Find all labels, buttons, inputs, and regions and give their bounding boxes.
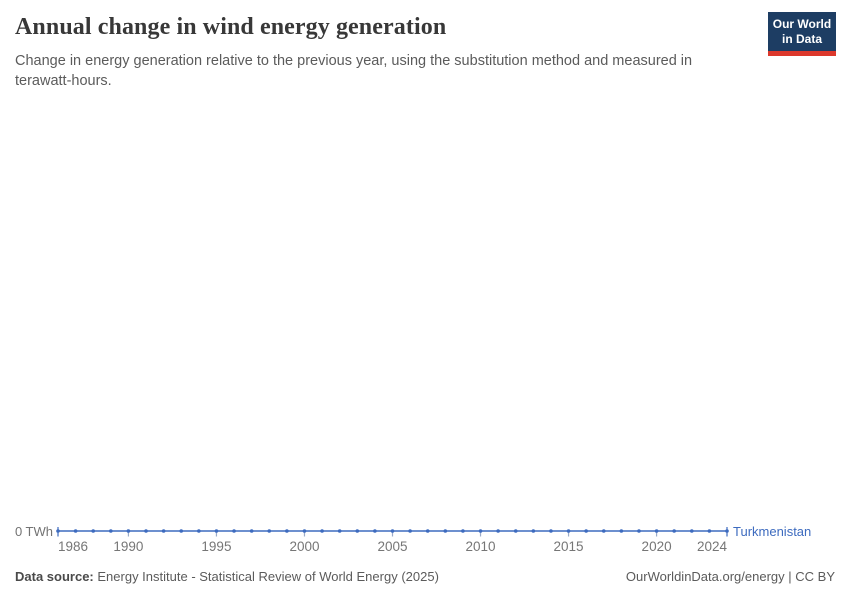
x-tick-label-1990: 1990 xyxy=(113,539,144,554)
data-point-1995[interactable] xyxy=(214,529,219,533)
data-point-2022[interactable] xyxy=(689,529,694,533)
data-point-2021[interactable] xyxy=(672,529,676,533)
x-axis: 1986 1990 1995 2000 2005 2010 2015 2020 2024 xyxy=(0,539,850,555)
y-axis-zero-label: 0 TWh xyxy=(14,524,53,539)
data-point-2009[interactable] xyxy=(461,529,465,533)
data-point-2007[interactable] xyxy=(425,529,430,533)
entity-label[interactable]: Turkmenistan xyxy=(733,524,812,539)
data-point-1999[interactable] xyxy=(285,529,289,533)
data-point-2003[interactable] xyxy=(355,529,360,533)
data-point-2020[interactable] xyxy=(654,529,659,533)
data-point-1994[interactable] xyxy=(197,529,201,533)
data-point-2024[interactable] xyxy=(725,529,729,533)
x-tick-label-2000: 2000 xyxy=(289,539,320,554)
data-point-1986[interactable] xyxy=(56,529,60,533)
x-tick-label-2015: 2015 xyxy=(553,539,584,554)
data-point-1993[interactable] xyxy=(179,529,184,533)
data-point-1996[interactable] xyxy=(232,529,236,533)
data-point-2013[interactable] xyxy=(531,529,536,533)
data-point-2019[interactable] xyxy=(637,529,641,533)
data-point-1998[interactable] xyxy=(267,529,272,533)
data-point-2000[interactable] xyxy=(302,529,307,533)
data-point-2010[interactable] xyxy=(478,529,483,533)
logo-red-bar xyxy=(768,51,836,56)
x-tick-label-2024: 2024 xyxy=(696,539,727,554)
data-point-1990[interactable] xyxy=(126,529,131,533)
series-plot xyxy=(56,527,729,537)
attribution: OurWorldinData.org/energy | CC BY xyxy=(626,569,835,584)
data-point-2006[interactable] xyxy=(408,529,412,533)
attribution-separator: | xyxy=(784,569,796,584)
x-tick-label-2020: 2020 xyxy=(641,539,672,554)
data-point-1988[interactable] xyxy=(91,529,96,533)
site-link[interactable]: OurWorldinData.org/energy xyxy=(625,569,785,584)
logo-line-2: in Data xyxy=(781,32,822,46)
data-point-1992[interactable] xyxy=(161,529,166,533)
data-point-1997[interactable] xyxy=(249,529,254,533)
data-point-2015[interactable] xyxy=(566,529,571,533)
data-point-2016[interactable] xyxy=(584,529,588,533)
data-source-note: Data source: Energy Institute - Statisti… xyxy=(15,569,439,584)
data-point-2017[interactable] xyxy=(601,529,606,533)
data-point-2023[interactable] xyxy=(707,529,712,533)
data-point-2001[interactable] xyxy=(320,529,324,533)
chart-subtitle: Change in energy generation relative to … xyxy=(15,53,693,89)
data-point-2008[interactable] xyxy=(443,529,448,533)
logo-line-1: Our World xyxy=(772,17,832,31)
data-point-2011[interactable] xyxy=(496,529,500,533)
data-point-1989[interactable] xyxy=(109,529,113,533)
chart-footer: Data source: Energy Institute - Statisti… xyxy=(15,569,835,584)
license-link[interactable]: CC BY xyxy=(795,569,835,584)
x-tick-label-2010: 2010 xyxy=(465,539,496,554)
data-point-2002[interactable] xyxy=(337,529,342,533)
x-tick-label-1986: 1986 xyxy=(58,539,89,554)
x-tick-label-1995: 1995 xyxy=(201,539,232,554)
data-point-2018[interactable] xyxy=(619,529,624,533)
data-source-value[interactable]: Energy Institute - Statistical Review of… xyxy=(97,569,439,584)
data-point-2004[interactable] xyxy=(373,529,377,533)
data-point-2012[interactable] xyxy=(513,529,518,533)
data-point-2005[interactable] xyxy=(390,529,395,533)
data-point-1991[interactable] xyxy=(144,529,148,533)
data-point-2014[interactable] xyxy=(549,529,553,533)
x-tick-label-2005: 2005 xyxy=(377,539,408,554)
data-point-1987[interactable] xyxy=(73,529,78,533)
owid-logo[interactable]: Our World in Data xyxy=(768,12,836,56)
data-source-label: Data source: xyxy=(15,569,94,584)
page-title: Annual change in wind energy generation xyxy=(15,14,447,40)
